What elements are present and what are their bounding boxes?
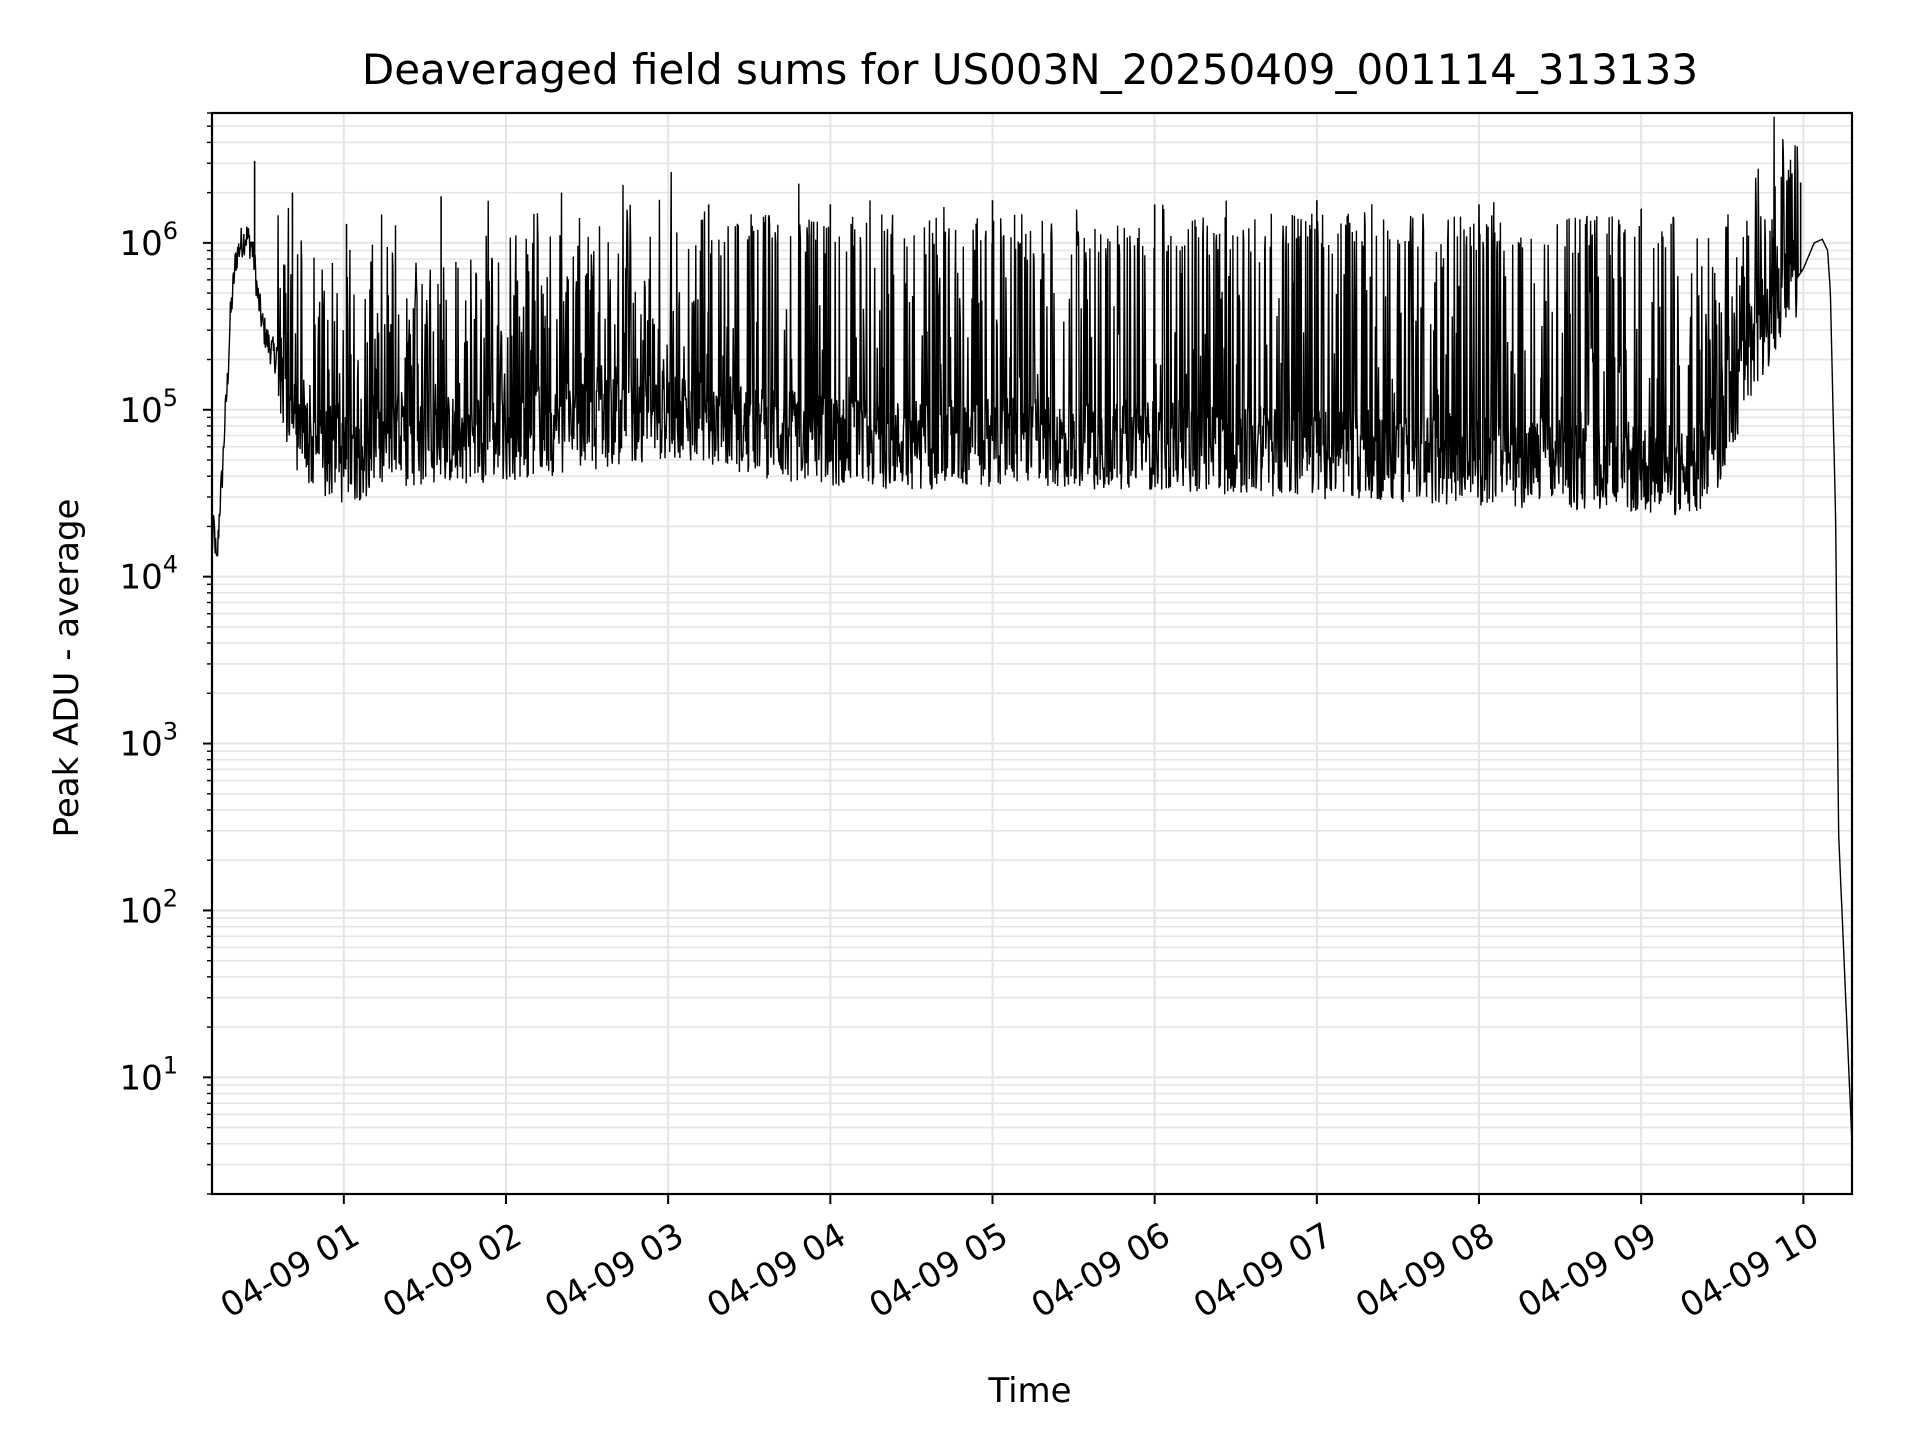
y-tick-label: 106: [119, 217, 178, 264]
y-tick-label: 103: [119, 718, 178, 765]
y-tick-exponent: 6: [163, 217, 178, 245]
y-tick-base: 10: [119, 725, 162, 765]
y-tick-label: 102: [119, 884, 178, 931]
y-tick-exponent: 2: [163, 884, 178, 912]
series-line: [211, 116, 1853, 1144]
y-tick-base: 10: [119, 391, 162, 431]
y-tick-base: 10: [119, 891, 162, 931]
plot-area: [211, 116, 1853, 1144]
y-tick-base: 10: [119, 558, 162, 598]
y-tick-base: 10: [119, 1058, 162, 1098]
y-tick-label: 104: [119, 551, 178, 598]
y-tick-label: 101: [119, 1051, 178, 1098]
y-axis-label: Peak ADU - average: [47, 499, 87, 838]
y-tick-exponent: 1: [163, 1051, 178, 1079]
y-tick-exponent: 4: [163, 551, 178, 579]
plot-frame: [210, 111, 1854, 1196]
chart-title: Deaveraged field sums for US003N_2025040…: [362, 45, 1698, 94]
y-tick-label: 105: [119, 384, 178, 431]
y-tick-base: 10: [119, 224, 162, 264]
y-tick-exponent: 5: [163, 384, 178, 412]
y-tick-exponent: 3: [163, 718, 178, 746]
x-axis-label: Time: [987, 1371, 1071, 1411]
